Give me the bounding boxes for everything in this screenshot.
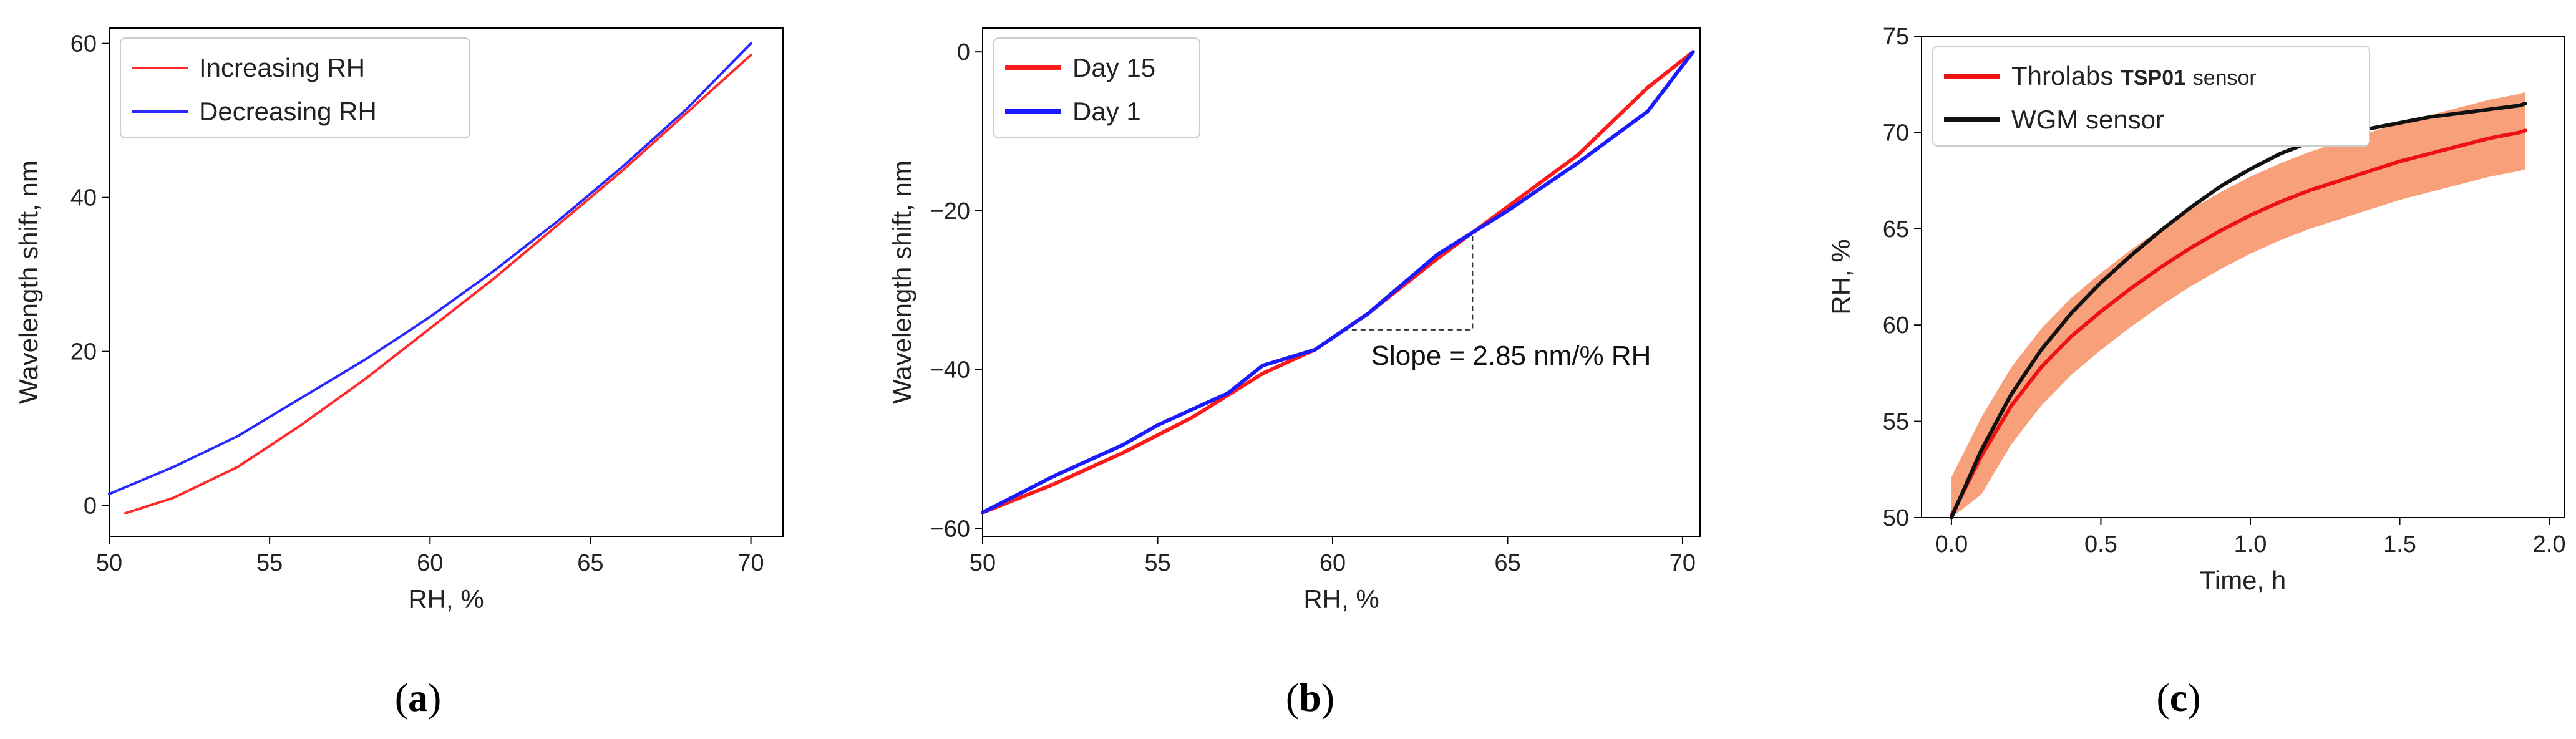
y-tick-label: 60 <box>70 31 97 57</box>
series-line-2 <box>981 50 1695 514</box>
y-axis-label: RH, % <box>1826 239 1855 314</box>
legend-box <box>120 37 470 138</box>
y-tick-label: 70 <box>1883 120 1909 146</box>
legend-label-bold: TSP01 <box>2121 66 2185 90</box>
axes-frame <box>1921 36 2565 518</box>
y-tick-label: 60 <box>1883 312 1909 339</box>
x-tick-label: 65 <box>577 550 603 576</box>
y-axis-label: Wavelength shift, nm <box>887 160 916 404</box>
x-tick-label: 1.5 <box>2383 531 2416 558</box>
panel-caption: (b) <box>1286 675 1334 720</box>
panel-a: 50 55 60 65 70 0 20 40 60 RH, % Wavelength shift, … <box>14 27 784 720</box>
legend-box <box>1932 46 2370 147</box>
x-tick-label: 50 <box>970 550 996 576</box>
slope-guide <box>1343 230 1474 331</box>
panel-b: 50 55 60 65 70 −60 −40 −20 0 RH, % Wavelength shif… <box>887 27 1701 720</box>
x-tick-label: 50 <box>96 550 122 576</box>
x-tick-label: 55 <box>256 550 283 576</box>
x-tick-label: 0.5 <box>2084 531 2117 558</box>
y-tick-label: 0 <box>957 39 970 65</box>
panel-caption-letter: c <box>2170 675 2187 720</box>
y-tick-label: −60 <box>930 516 970 542</box>
legend-label-1: Increasing RH <box>199 53 365 82</box>
legend-label-suffix: sensor <box>2193 66 2257 90</box>
y-tick-label: 0 <box>84 493 97 519</box>
panel-caption-letter: a <box>408 675 428 720</box>
legend-label-2: WGM sensor <box>2011 105 2164 134</box>
axes-frame <box>982 27 1701 537</box>
x-tick-label: 70 <box>737 550 764 576</box>
x-tick-label: 60 <box>417 550 443 576</box>
y-tick-label: 20 <box>70 339 97 365</box>
series-line-2 <box>1949 102 2527 519</box>
slope-annotation: Slope = 2.85 nm/% RH <box>1371 341 1651 371</box>
panel-caption: (c) <box>2156 675 2200 720</box>
y-tick-label: −40 <box>930 357 970 384</box>
x-tick-label: 60 <box>1320 550 1346 576</box>
x-tick-label: 0.0 <box>1935 531 1968 558</box>
x-axis-label: RH, % <box>1303 584 1379 614</box>
legend-label-2: Decreasing RH <box>199 97 377 126</box>
x-tick-label: 70 <box>1670 550 1696 576</box>
y-tick-label: 55 <box>1883 409 1909 435</box>
series-line-2 <box>108 42 752 496</box>
y-axis-label: Wavelength shift, nm <box>14 160 43 404</box>
x-axis-label: Time, h <box>2200 566 2286 595</box>
y-tick-label: 50 <box>1883 505 1909 531</box>
legend-label-2: Day 1 <box>1072 97 1141 126</box>
y-tick-label: 65 <box>1883 216 1909 243</box>
legend-label-1: Throlabs TSP01 sensor <box>2011 61 2257 90</box>
series-line-1 <box>1949 128 2527 518</box>
x-tick-label: 2.0 <box>2533 531 2566 558</box>
uncertainty-band <box>1951 92 2525 518</box>
x-tick-label: 1.0 <box>2234 531 2267 558</box>
legend-label-1: Day 15 <box>1072 53 1155 82</box>
y-tick-label: 75 <box>1883 24 1909 50</box>
axes-frame <box>109 27 784 537</box>
panel-caption: (a) <box>395 675 442 720</box>
y-tick-label: −20 <box>930 198 970 225</box>
series-line-1 <box>124 54 752 514</box>
y-tick-label: 40 <box>70 185 97 211</box>
x-tick-label: 55 <box>1144 550 1170 576</box>
x-axis-label: RH, % <box>408 584 484 614</box>
x-tick-label: 65 <box>1494 550 1520 576</box>
panel-c: 0.0 0.5 1.0 1.5 2.0 50 55 60 65 70 75 Time, h RH, % T… <box>1826 24 2565 720</box>
panel-caption-letter: b <box>1299 675 1321 720</box>
